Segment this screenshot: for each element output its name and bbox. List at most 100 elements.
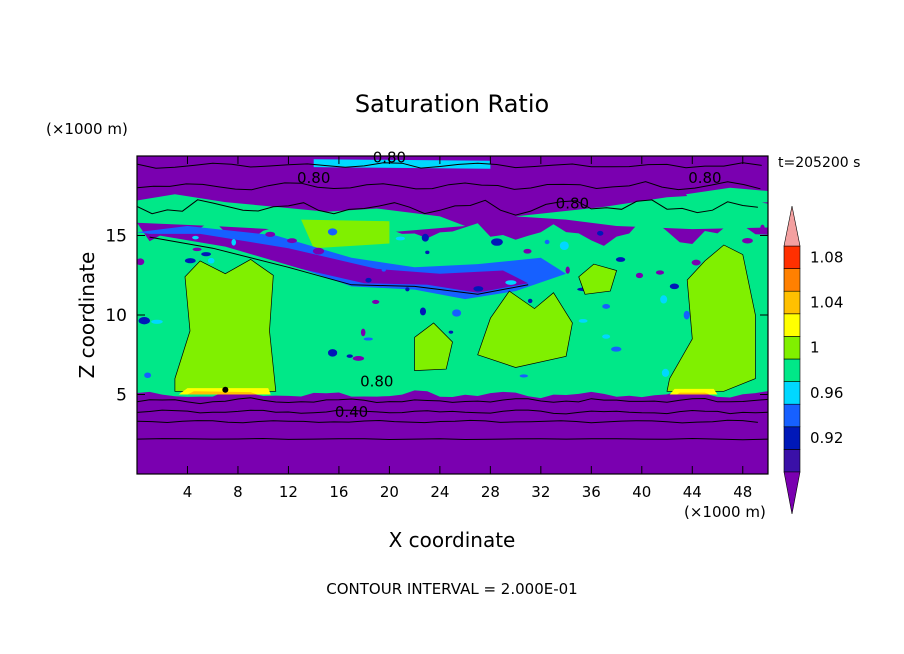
speckle: [669, 283, 680, 290]
contour-label: 0.80: [297, 169, 330, 187]
x-tick-label: 24: [430, 483, 449, 501]
colorbar-band: [783, 313, 801, 337]
colorbar-level-label: 1: [810, 339, 820, 357]
speckle: [655, 270, 665, 275]
speckle: [346, 354, 353, 358]
speckle: [661, 368, 670, 377]
x-tick-label: 36: [582, 483, 601, 501]
x-tick-label: 4: [183, 483, 193, 501]
contour-080-top: [137, 162, 762, 169]
speckle: [231, 239, 237, 246]
speckle: [137, 258, 145, 266]
speckle: [144, 372, 152, 379]
speckle: [597, 230, 604, 236]
contour-020-lower: [137, 437, 768, 441]
region-100-102-central: [477, 290, 573, 368]
contour-interval-footer: CONTOUR INTERVAL = 2.000E-01: [326, 580, 577, 598]
region-100-102-central-small: [414, 322, 453, 371]
speckle: [635, 272, 644, 279]
speckle: [151, 319, 163, 324]
contour-label: 0.80: [360, 373, 393, 391]
colorbar-band: [783, 426, 801, 450]
colorbar-band: [783, 449, 801, 473]
speckle: [691, 259, 701, 266]
speckle: [312, 247, 325, 255]
x-tick-label: 8: [233, 483, 243, 501]
y-unit-label: (×1000 m): [46, 120, 128, 138]
region-100-102-east-small: [578, 263, 618, 295]
speckle: [505, 280, 517, 285]
x-axis-ticks: 4 8 12 16 20 24 28 32 36 40 44 48: [183, 156, 752, 501]
speckle: [544, 239, 550, 245]
x-tick-label: 28: [481, 483, 500, 501]
contour-dry-slot: [149, 236, 529, 295]
colorbar: 0.92 0.96 1 1.04 1.08: [783, 205, 843, 515]
region-098-100-anvil-east: [686, 187, 768, 206]
speckle: [527, 298, 533, 304]
speckle: [192, 235, 199, 240]
speckle: [419, 307, 426, 316]
contour-closed-marker: [222, 386, 229, 393]
speckle: [201, 252, 211, 257]
y-tick-label: 10: [105, 306, 127, 326]
speckle: [760, 224, 765, 233]
speckle: [327, 349, 338, 357]
speckle: [452, 309, 462, 317]
x-tick-label: 20: [380, 483, 399, 501]
x-tick-label: 16: [329, 483, 348, 501]
speckle: [365, 277, 372, 283]
speckle: [287, 238, 297, 244]
y-tick-label: 15: [105, 227, 127, 247]
region-100-102-east: [666, 244, 756, 392]
speckle: [519, 374, 529, 378]
speckle: [421, 233, 429, 242]
speckle: [559, 241, 569, 251]
contour-lines: [137, 162, 768, 441]
contour-080-anvil: [137, 199, 758, 216]
region-below-092-dry-slot: [149, 233, 529, 293]
contour-060-lower: [137, 409, 768, 415]
speckle: [425, 250, 430, 255]
speckle: [683, 310, 690, 320]
speckle: [372, 299, 380, 304]
speckle: [523, 248, 532, 254]
speckle: [265, 231, 276, 237]
colorbar-band: [783, 336, 801, 360]
x-tick-label: 48: [733, 483, 752, 501]
time-label: t=205200 s: [778, 155, 860, 171]
x-tick-label: 44: [683, 483, 702, 501]
contour-080-lower: [137, 397, 768, 405]
speckle: [611, 346, 622, 352]
speckle: [363, 337, 373, 341]
y-axis-label: Z coordinate: [75, 252, 99, 379]
x-tick-label: 32: [531, 483, 550, 501]
speckle: [448, 330, 454, 334]
contour-080-upper: [137, 181, 761, 191]
colorbar-band: [783, 268, 801, 292]
speckle: [491, 238, 503, 246]
region-104-106-east: [677, 392, 710, 395]
colorbar-level-label: 0.92: [810, 429, 843, 447]
contour-040-lower: [137, 419, 758, 424]
y-axis-ticks: 5 10 15: [105, 227, 768, 406]
colorbar-band: [783, 245, 801, 269]
contour-labels: 0.800.800.800.800.800.40: [297, 148, 722, 420]
colorbar-level-label: 1.08: [810, 248, 843, 266]
x-tick-label: 40: [632, 483, 651, 501]
colorbar-bottom-arrow: [783, 471, 801, 515]
speckle: [565, 266, 570, 274]
colorbar-band: [783, 403, 801, 428]
x-axis-label: X coordinate: [389, 528, 516, 552]
x-unit-label: (×1000 m): [684, 503, 766, 521]
contour-label: 0.40: [335, 403, 368, 421]
speckle: [602, 334, 611, 339]
speckle: [473, 286, 484, 292]
speckle: [327, 228, 338, 236]
speckle: [395, 236, 405, 241]
colorbar-band: [783, 381, 801, 405]
speckle: [405, 287, 410, 292]
contour-label: 0.80: [556, 194, 589, 212]
speckle: [381, 267, 386, 272]
colorbar-band: [783, 290, 801, 315]
